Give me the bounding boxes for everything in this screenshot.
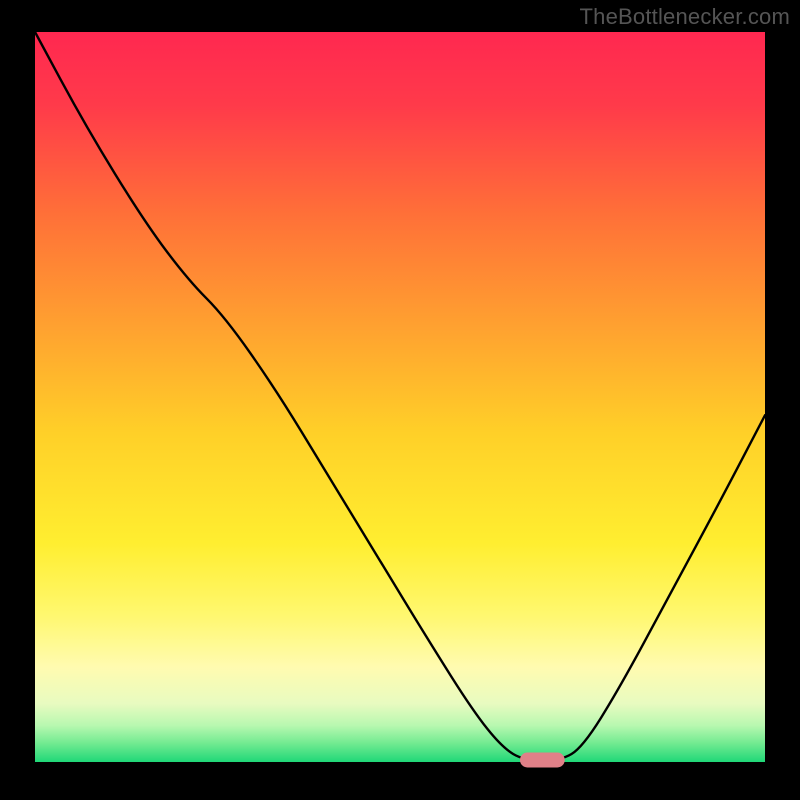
optimum-marker <box>520 753 564 767</box>
chart-plot-background <box>35 32 765 762</box>
watermark-text: TheBottlenecker.com <box>580 4 790 30</box>
chart-container: TheBottlenecker.com <box>0 0 800 800</box>
bottleneck-chart <box>0 0 800 800</box>
